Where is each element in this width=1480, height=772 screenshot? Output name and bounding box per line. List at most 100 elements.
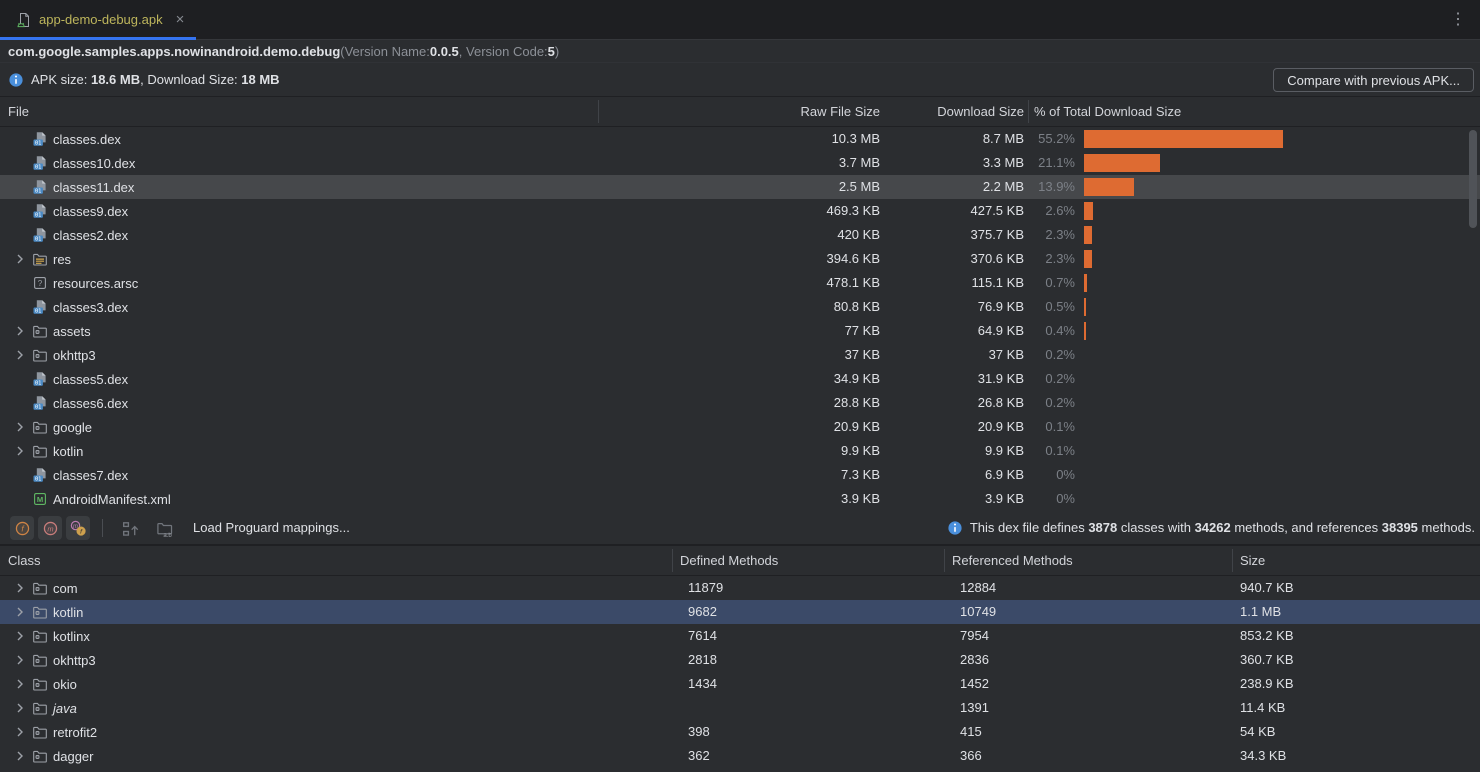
download-pct: 2.3% xyxy=(1045,251,1075,266)
column-divider[interactable] xyxy=(672,549,673,572)
file-table-row[interactable]: 01 classes7.dex 7.3 KB 6.9 KB 0% xyxy=(0,463,1480,487)
download-pct-bar xyxy=(1084,130,1283,148)
column-header-raw-file-size[interactable]: Raw File Size xyxy=(800,104,880,119)
show-fields-toggle[interactable]: f xyxy=(10,515,34,540)
expand-chevron-icon[interactable] xyxy=(12,580,28,596)
referenced-methods: 12884 xyxy=(960,580,997,595)
file-table-row[interactable]: kotlin 9.9 KB 9.9 KB 0.1% xyxy=(0,439,1480,463)
file-table-row[interactable]: 01 classes9.dex 469.3 KB 427.5 KB 2.6% xyxy=(0,199,1480,223)
show-methods-toggle[interactable]: m xyxy=(38,515,62,540)
column-divider[interactable] xyxy=(944,549,945,572)
expand-to-tree-icon[interactable] xyxy=(120,518,140,538)
referenced-methods: 2836 xyxy=(960,652,989,667)
class-table-row[interactable]: java 1391 11.4 KB xyxy=(0,696,1480,720)
file-name: classes7.dex xyxy=(53,467,129,483)
file-table-row[interactable]: 01 classes10.dex 3.7 MB 3.3 MB 21.1% xyxy=(0,151,1480,175)
column-header-size[interactable]: Size xyxy=(1240,553,1266,568)
defined-methods: 11879 xyxy=(688,580,724,595)
class-table-row[interactable]: okio 1434 1452 238.9 KB xyxy=(0,672,1480,696)
column-header-pct-total-download[interactable]: % of Total Download Size xyxy=(1034,104,1182,119)
download-pct: 2.6% xyxy=(1045,203,1075,218)
method-icon: m xyxy=(42,520,58,536)
expand-chevron-icon[interactable] xyxy=(12,323,28,339)
file-table-row[interactable]: 01 classes11.dex 2.5 MB 2.2 MB 13.9% xyxy=(0,175,1480,199)
file-table-row[interactable]: res 394.6 KB 370.6 KB 2.3% xyxy=(0,247,1480,271)
download-pct-bar xyxy=(1084,178,1134,196)
class-table-row[interactable]: kotlin 9682 10749 1.1 MB xyxy=(0,600,1480,624)
column-divider[interactable] xyxy=(598,100,599,123)
svg-text:01: 01 xyxy=(35,165,42,171)
download-pct-bar xyxy=(1084,298,1086,316)
expand-chevron-icon[interactable] xyxy=(12,700,28,716)
file-table-row[interactable]: 01 classes6.dex 28.8 KB 26.8 KB 0.2% xyxy=(0,391,1480,415)
expand-chevron-icon[interactable] xyxy=(12,652,28,668)
package-name: retrofit2 xyxy=(53,724,98,740)
column-header-download-size[interactable]: Download Size xyxy=(937,104,1024,119)
file-table-row[interactable]: 01 classes.dex 10.3 MB 8.7 MB 55.2% xyxy=(0,127,1480,151)
dex-file-icon: 01 xyxy=(32,395,48,411)
files-scrollbar-thumb[interactable] xyxy=(1469,130,1477,228)
column-header-referenced-methods[interactable]: Referenced Methods xyxy=(952,553,1073,568)
expand-chevron-icon[interactable] xyxy=(12,748,28,764)
deobfuscate-names-icon[interactable]: a.b xyxy=(154,518,174,538)
download-pct: 0% xyxy=(1056,491,1075,506)
load-proguard-mappings-button[interactable]: Load Proguard mappings... xyxy=(193,520,350,535)
download-pct-bar xyxy=(1084,226,1092,244)
dex-file-icon: 01 xyxy=(32,131,48,147)
dex-file-icon: 01 xyxy=(32,467,48,483)
download-size: 37 KB xyxy=(988,347,1024,362)
file-table-row[interactable]: ? resources.arsc 478.1 KB 115.1 KB 0.7% xyxy=(0,271,1480,295)
column-divider[interactable] xyxy=(1232,549,1233,572)
download-size: 2.2 MB xyxy=(982,179,1024,194)
expand-chevron-icon[interactable] xyxy=(12,443,28,459)
close-tab-icon[interactable]: × xyxy=(175,11,185,28)
expand-chevron-icon[interactable] xyxy=(12,724,28,740)
expand-chevron-icon[interactable] xyxy=(12,251,28,267)
column-header-defined-methods[interactable]: Defined Methods xyxy=(680,553,779,568)
column-header-class[interactable]: Class xyxy=(8,553,41,568)
class-table-row[interactable]: retrofit2 398 415 54 KB xyxy=(0,720,1480,744)
expand-chevron-icon[interactable] xyxy=(12,628,28,644)
tab-app-demo-debug-apk[interactable]: app-demo-debug.apk × xyxy=(0,0,197,40)
svg-text:01: 01 xyxy=(35,405,42,411)
files-table-header: File Raw File Size Download Size % of To… xyxy=(0,96,1480,127)
column-header-file[interactable]: File xyxy=(8,104,29,119)
expand-chevron-icon[interactable] xyxy=(12,347,28,363)
expand-chevron-icon[interactable] xyxy=(12,419,28,435)
svg-text:a.b: a.b xyxy=(163,532,172,537)
folder-icon xyxy=(32,323,48,339)
file-table-row[interactable]: M AndroidManifest.xml 3.9 KB 3.9 KB 0% xyxy=(0,487,1480,511)
package-size: 54 KB xyxy=(1240,724,1276,739)
dex-file-icon: 01 xyxy=(32,371,48,387)
more-options-icon[interactable]: ⋮ xyxy=(1450,11,1466,28)
column-divider[interactable] xyxy=(1028,100,1029,123)
arsc-file-icon: ? xyxy=(32,275,48,291)
field-icon: f xyxy=(14,520,30,536)
class-table-row[interactable]: kotlinx 7614 7954 853.2 KB xyxy=(0,624,1480,648)
file-name: classes11.dex xyxy=(53,179,135,195)
download-size-value: 18 MB xyxy=(241,72,280,87)
dex-summary-text: This dex file defines 3878 classes with … xyxy=(969,520,1475,535)
expand-chevron-icon[interactable] xyxy=(12,604,28,620)
file-name: AndroidManifest.xml xyxy=(53,491,171,507)
package-folder-icon xyxy=(32,652,48,668)
class-table-row[interactable]: com 11879 12884 940.7 KB xyxy=(0,576,1480,600)
file-table-row[interactable]: google 20.9 KB 20.9 KB 0.1% xyxy=(0,415,1480,439)
file-table-row[interactable]: 01 classes2.dex 420 KB 375.7 KB 2.3% xyxy=(0,223,1480,247)
compare-with-previous-apk-button[interactable]: Compare with previous APK... xyxy=(1273,68,1474,92)
file-table-row[interactable]: assets 77 KB 64.9 KB 0.4% xyxy=(0,319,1480,343)
class-table-row[interactable]: okhttp3 2818 2836 360.7 KB xyxy=(0,648,1480,672)
version-code-label: , Version Code: xyxy=(458,43,548,59)
class-table-row[interactable]: dagger 362 366 34.3 KB xyxy=(0,744,1480,768)
download-pct: 21.1% xyxy=(1038,155,1075,170)
version-name-label: (Version Name: xyxy=(340,43,430,59)
svg-text:01: 01 xyxy=(35,213,42,219)
file-table-row[interactable]: 01 classes5.dex 34.9 KB 31.9 KB 0.2% xyxy=(0,367,1480,391)
version-code-value: 5 xyxy=(547,43,555,59)
file-table-row[interactable]: okhttp3 37 KB 37 KB 0.2% xyxy=(0,343,1480,367)
file-table-row[interactable]: 01 classes3.dex 80.8 KB 76.9 KB 0.5% xyxy=(0,295,1480,319)
expand-chevron-icon[interactable] xyxy=(12,676,28,692)
download-pct: 0.7% xyxy=(1045,275,1075,290)
package-name: okhttp3 xyxy=(53,652,96,668)
